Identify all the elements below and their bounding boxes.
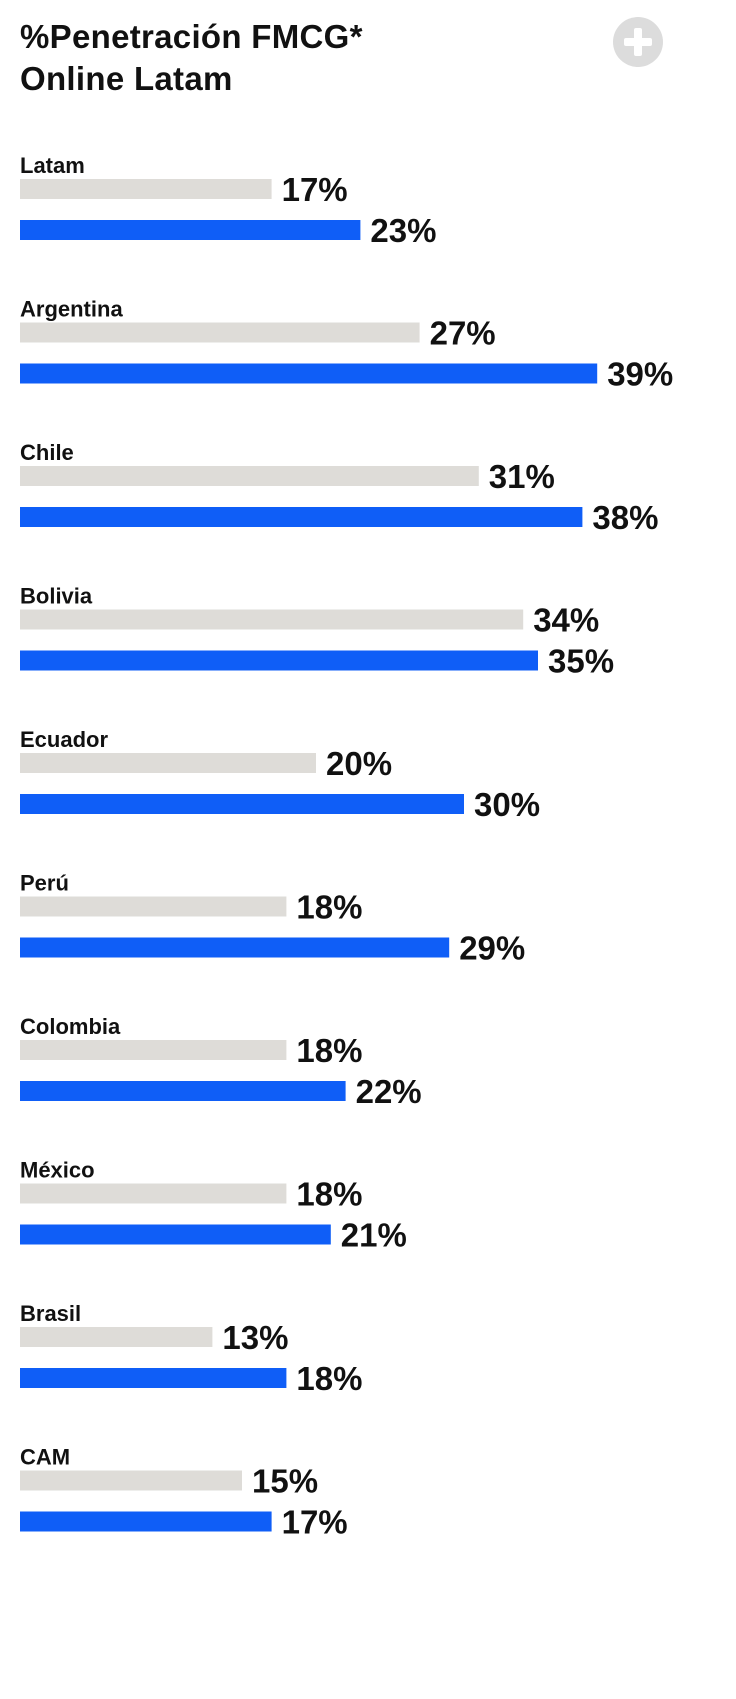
- value-label-previous: 18%: [296, 1176, 362, 1213]
- value-label-previous: 18%: [296, 1032, 362, 1069]
- value-label-current: 22%: [356, 1073, 422, 1110]
- category-label: Argentina: [20, 297, 123, 322]
- category-label: Brasil: [20, 1301, 81, 1326]
- bar-group-bolivia: Bolivia 34% 35%: [20, 584, 614, 680]
- bar-previous: [20, 1470, 242, 1491]
- bar-group-latam: Latam 17% 23%: [20, 153, 436, 249]
- value-label-previous: 17%: [282, 171, 348, 208]
- value-label-current: 35%: [548, 643, 614, 680]
- bar-current: [20, 1081, 346, 1101]
- bar-current: [20, 937, 450, 958]
- bar-group-chile: Chile 31% 38%: [20, 440, 658, 536]
- bar-previous: [20, 1183, 287, 1204]
- bar-previous: [20, 322, 420, 343]
- bar-previous: [20, 753, 316, 773]
- value-label-previous: 20%: [326, 745, 392, 782]
- bar-previous: [20, 1327, 213, 1347]
- value-label-current: 23%: [370, 212, 436, 249]
- bar-group-ecuador: Ecuador 20% 30%: [20, 727, 540, 823]
- bar-current: [20, 650, 538, 671]
- bar-previous: [20, 466, 479, 486]
- value-label-current: 21%: [341, 1217, 407, 1254]
- bar-group-cam: CAM 15% 17%: [20, 1445, 348, 1541]
- bar-current: [20, 1368, 287, 1388]
- category-label: México: [20, 1158, 95, 1183]
- chart-title: %Penetración FMCG* Online Latam: [20, 16, 363, 100]
- bar-current: [20, 1511, 272, 1532]
- bar-group-colombia: Colombia 18% 22%: [20, 1014, 422, 1110]
- bar-current: [20, 794, 464, 814]
- bar-group-argentina: Argentina 27% 39%: [20, 297, 673, 393]
- category-label: Bolivia: [20, 584, 93, 609]
- value-label-previous: 18%: [296, 889, 362, 926]
- category-label: Ecuador: [20, 727, 108, 752]
- bar-current: [20, 220, 361, 240]
- category-label: Colombia: [20, 1014, 121, 1039]
- bar-group-brasil: Brasil 13%18%: [20, 1301, 362, 1397]
- chart-title-line-2: Online Latam: [20, 60, 233, 97]
- bar-previous: [20, 179, 272, 199]
- category-label: Chile: [20, 440, 74, 465]
- category-label: Perú: [20, 871, 69, 896]
- bar-group-peru: Perú 18% 29%: [20, 871, 525, 967]
- bar-previous: [20, 896, 287, 917]
- plus-circle-icon[interactable]: [613, 17, 663, 67]
- chart-title-line-1: %Penetración FMCG*: [20, 18, 363, 55]
- value-label-previous: 15%: [252, 1463, 318, 1500]
- value-label-previous: 34%: [533, 602, 599, 639]
- category-label: CAM: [20, 1445, 70, 1470]
- value-label-current: 18%: [296, 1360, 362, 1397]
- value-label-previous: 27%: [430, 315, 496, 352]
- value-label-previous: 13%: [222, 1319, 288, 1356]
- value-label-previous: 31%: [489, 458, 555, 495]
- value-label-current: 38%: [592, 499, 658, 536]
- category-label: Latam: [20, 153, 85, 178]
- bar-current: [20, 1224, 331, 1245]
- bar-previous: [20, 609, 524, 630]
- value-label-current: 39%: [607, 356, 673, 393]
- value-label-current: 30%: [474, 786, 540, 823]
- bar-previous: [20, 1040, 287, 1060]
- bar-current: [20, 507, 583, 527]
- bar-group-mexico: México 18% 21%: [20, 1158, 407, 1254]
- value-label-current: 29%: [459, 930, 525, 967]
- bar-current: [20, 363, 598, 384]
- value-label-current: 17%: [282, 1504, 348, 1541]
